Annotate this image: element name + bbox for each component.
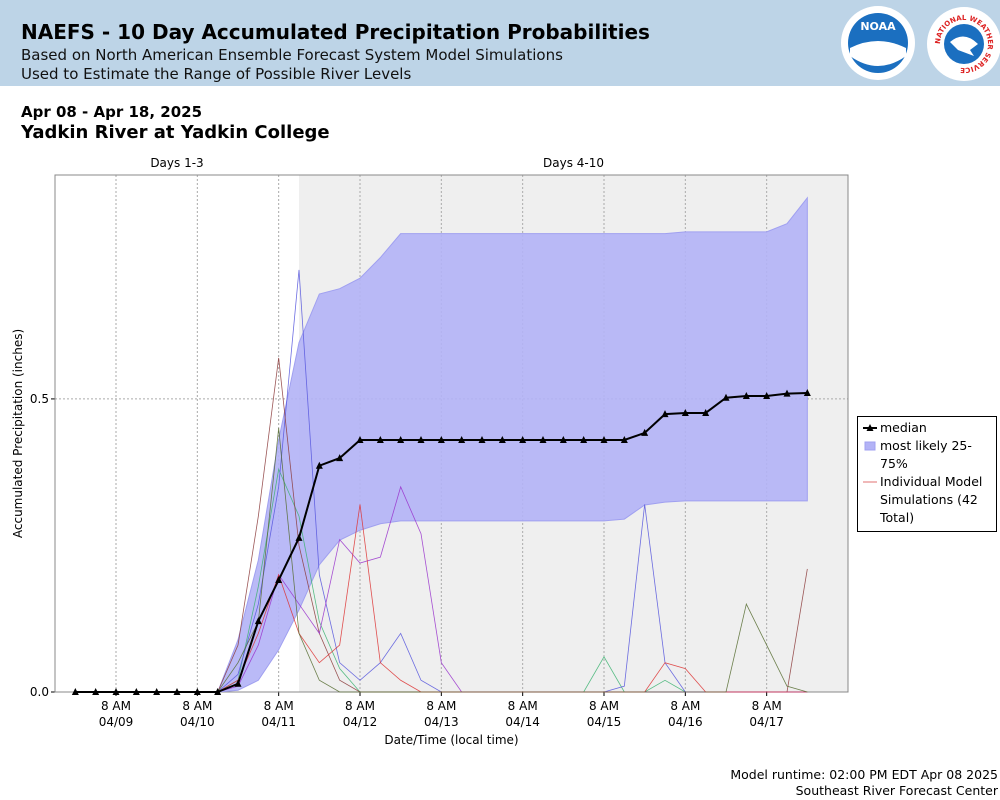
- y-axis-label: Accumulated Precipitation (inches): [11, 329, 25, 538]
- legend-label: median: [880, 420, 927, 435]
- x-tick-label: 04/17: [749, 715, 784, 729]
- median-marker: [234, 679, 242, 687]
- x-tick-label: 04/09: [99, 715, 134, 729]
- median-marker: [437, 435, 445, 443]
- x-tick-label: 04/12: [343, 715, 378, 729]
- median-marker: [275, 576, 283, 584]
- x-tick-label: 8 AM: [101, 699, 131, 713]
- footer-text: Model runtime: 02:00 PM EDT Apr 08 2025: [730, 767, 998, 782]
- legend-entry: most likely 25-75%: [862, 437, 992, 473]
- median-marker: [803, 389, 811, 397]
- x-tick-label: 8 AM: [752, 699, 782, 713]
- period: Apr 08 - Apr 18, 2025: [21, 103, 203, 121]
- footer-text: Southeast River Forecast Center: [795, 783, 998, 798]
- legend-marker: [866, 424, 874, 431]
- median-marker: [539, 435, 547, 443]
- median-marker: [92, 688, 100, 695]
- y-tick-label: 0.0: [30, 685, 49, 699]
- median-marker: [193, 688, 201, 695]
- x-axis-label: Date/Time (local time): [384, 733, 518, 747]
- x-tick-label: 8 AM: [182, 699, 212, 713]
- median-marker: [742, 391, 750, 399]
- legend-box: [864, 441, 876, 451]
- x-tick-label: 04/14: [505, 715, 540, 729]
- region-label: Days 1-3: [150, 156, 203, 170]
- median-marker: [763, 391, 771, 399]
- median-marker: [254, 617, 262, 625]
- legend-entry: Individual Model Simulations (42 Total): [862, 473, 992, 527]
- median-marker: [112, 688, 120, 695]
- x-tick-label: 8 AM: [426, 699, 456, 713]
- median-marker: [478, 435, 486, 443]
- subtitle: Used to Estimate the Range of Possible R…: [21, 65, 412, 83]
- y-tick-label: 0.5: [30, 392, 49, 406]
- median-marker: [295, 533, 303, 541]
- x-tick-label: 8 AM: [508, 699, 538, 713]
- median-marker: [783, 389, 791, 397]
- median-marker: [681, 408, 689, 416]
- x-tick-label: 04/10: [180, 715, 215, 729]
- median-marker: [519, 435, 527, 443]
- x-tick-label: 04/16: [668, 715, 703, 729]
- x-tick-label: 8 AM: [589, 699, 619, 713]
- x-tick-label: 04/15: [587, 715, 622, 729]
- x-tick-label: 04/11: [261, 715, 296, 729]
- location: Yadkin River at Yadkin College: [21, 122, 330, 143]
- median-marker: [356, 435, 364, 443]
- median-marker: [173, 688, 181, 695]
- x-tick-label: 8 AM: [345, 699, 375, 713]
- noaa-text: NOAA: [860, 20, 896, 33]
- median-marker: [153, 688, 161, 695]
- median-marker: [661, 410, 669, 418]
- legend-swatch: [863, 424, 877, 431]
- header: NAEFS - 10 Day Accumulated Precipitation…: [0, 0, 1000, 86]
- legend: median most likely 25-75% Individual Mod…: [857, 416, 997, 532]
- legend-entry: median: [862, 419, 992, 437]
- median-marker: [600, 435, 608, 443]
- region-label: Days 4-10: [543, 156, 604, 170]
- median-marker: [132, 688, 140, 695]
- subtitle: Based on North American Ensemble Forecas…: [21, 46, 563, 64]
- median-marker: [559, 435, 567, 443]
- median-marker: [458, 435, 466, 443]
- median-marker: [397, 435, 405, 443]
- page-title: NAEFS - 10 Day Accumulated Precipitation…: [21, 20, 650, 44]
- median-marker: [620, 435, 628, 443]
- band-area: [75, 196, 808, 693]
- legend-swatch: [864, 441, 876, 451]
- median-marker: [71, 688, 79, 695]
- median-marker: [336, 454, 344, 462]
- x-tick-label: 04/13: [424, 715, 459, 729]
- median-marker: [702, 408, 710, 416]
- median-marker: [580, 435, 588, 443]
- median-marker: [417, 435, 425, 443]
- median-marker: [214, 688, 222, 695]
- x-tick-label: 8 AM: [264, 699, 294, 713]
- median-marker: [641, 428, 649, 436]
- median-marker: [376, 435, 384, 443]
- x-tick-label: 8 AM: [670, 699, 700, 713]
- logos: NOAA NATIONAL WEATHER SERVICE: [841, 6, 1000, 81]
- legend-swatch: [863, 481, 877, 483]
- median-marker: [315, 461, 323, 469]
- legend-label: most likely 25-75%: [880, 438, 972, 471]
- legend-label: Individual Model Simulations (42 Total): [880, 474, 983, 525]
- median-marker: [722, 393, 730, 401]
- median-marker: [498, 435, 506, 443]
